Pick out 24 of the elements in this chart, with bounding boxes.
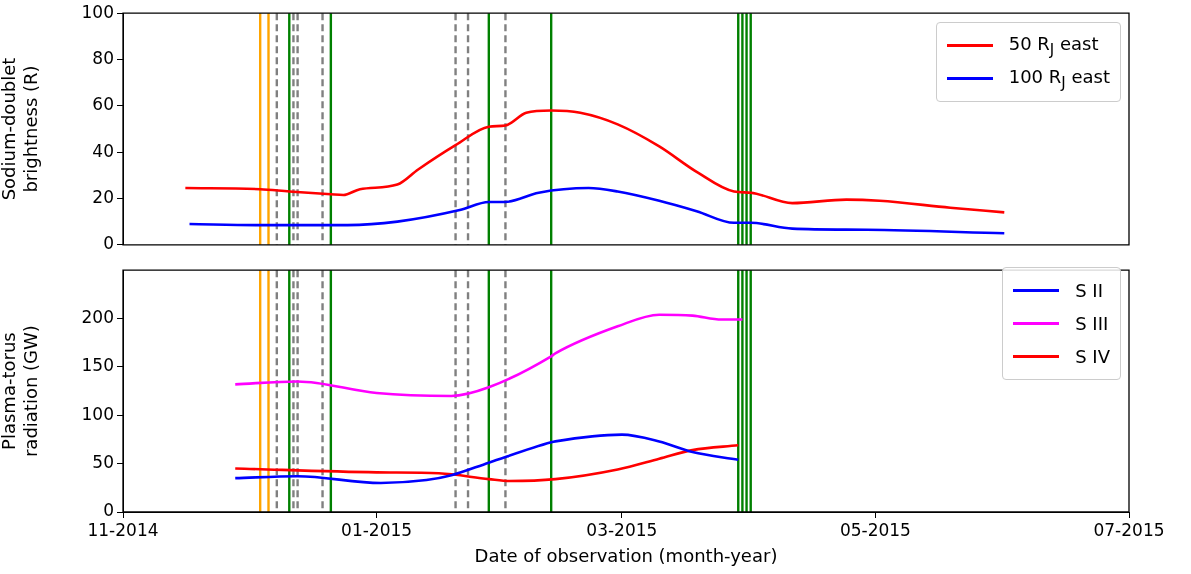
x-tick-label: 07-2015 <box>1093 519 1165 540</box>
y-tick-label: 20 <box>92 186 114 207</box>
x-tick-label: 11-2014 <box>87 519 159 540</box>
x-axis-title: Date of observation (month-year) <box>474 544 778 566</box>
legend-label: 100 R$_{J}$ east <box>1008 65 1110 92</box>
x-tick-label: 01-2015 <box>341 519 413 540</box>
y-axis-title: Sodium-doublet brightness (R) <box>0 57 42 201</box>
y-tick-label: 40 <box>92 140 114 161</box>
y-tick-label: 100 <box>81 403 114 424</box>
y-tick-label: 0 <box>103 233 114 254</box>
y-tick-label: 60 <box>92 94 114 115</box>
legend-label: S III <box>1075 313 1109 334</box>
legend-label: S II <box>1075 280 1103 301</box>
y-tick-label: 150 <box>81 355 114 376</box>
x-tick-label: 05-2015 <box>839 519 911 540</box>
legend-label: S IV <box>1075 346 1110 367</box>
x-tick-label: 03-2015 <box>586 519 658 540</box>
y-tick-label: 50 <box>92 452 114 473</box>
y-tick-label: 80 <box>92 47 114 68</box>
legend-label: 50 R$_{J}$ east <box>1008 32 1099 59</box>
y-tick-label: 0 <box>103 500 114 521</box>
y-tick-label: 200 <box>81 306 114 327</box>
y-tick-label: 100 <box>81 1 114 22</box>
y-axis-title: Plasma-torus radiation (GW) <box>0 325 42 458</box>
